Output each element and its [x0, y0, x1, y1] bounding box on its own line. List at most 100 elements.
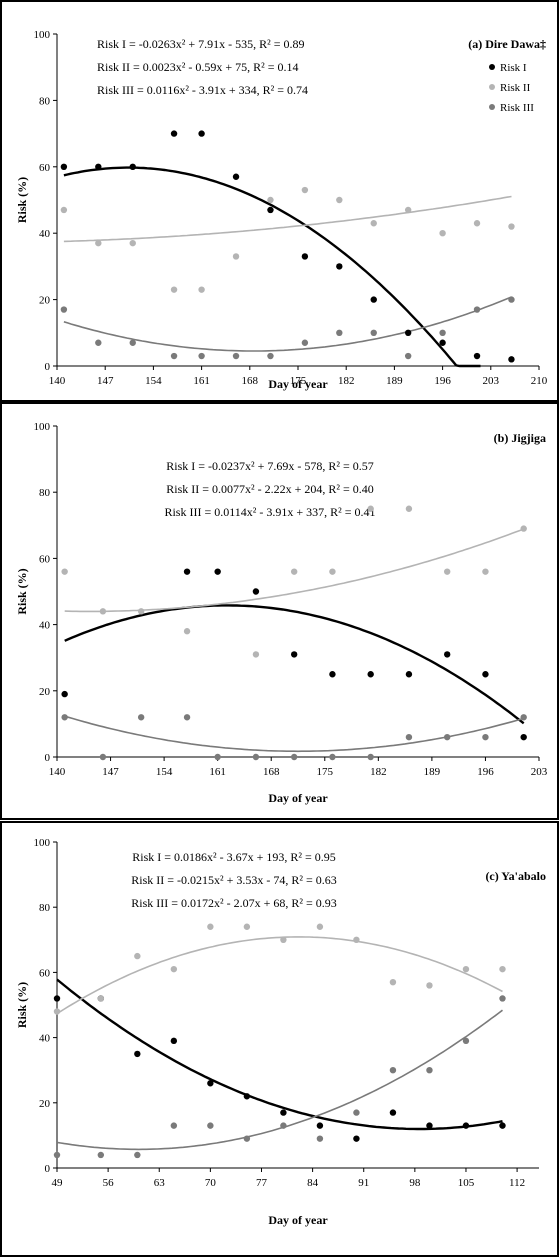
data-point-risk-i [267, 206, 274, 214]
x-tick-label: 182 [370, 766, 387, 778]
regression-equation: Risk III = 0.0116x² - 3.91x + 334, R² = … [97, 83, 308, 97]
regression-equation: Risk II = 0.0077x² - 2.22x + 204, R² = 0… [166, 482, 374, 496]
data-point-risk-iii [53, 1151, 61, 1159]
x-tick-label: 56 [103, 1177, 115, 1189]
y-tick-label: 20 [39, 1098, 51, 1110]
x-tick-label: 140 [49, 766, 66, 778]
data-point-risk-i [336, 263, 343, 270]
y-tick-label: 80 [39, 487, 51, 499]
data-point-risk-i [134, 1050, 141, 1058]
data-point-risk-i [499, 1122, 506, 1129]
fit-curve-risk-ii [56, 936, 503, 1015]
data-point-risk-ii [232, 253, 240, 260]
data-point-risk-i [520, 733, 527, 741]
legend-label: Risk III [500, 102, 534, 114]
fit-curve-risk-i [64, 604, 525, 725]
y-tick-label: 40 [39, 228, 51, 240]
data-point-risk-ii [482, 568, 489, 575]
regression-equation: Risk II = -0.0215x² + 3.53x - 74, R² = 0… [131, 873, 337, 887]
data-point-risk-ii [95, 239, 102, 247]
x-axis-title: Day of year [268, 791, 328, 805]
data-point-risk-ii [336, 196, 343, 204]
data-point-risk-ii [198, 286, 205, 293]
x-axis-title: Day of year [268, 1213, 328, 1227]
fit-curve-risk-ii [63, 195, 512, 243]
data-point-risk-iii [508, 296, 515, 303]
y-tick-label: 100 [34, 837, 51, 849]
data-point-risk-ii [280, 936, 287, 943]
data-point-risk-iii [370, 329, 377, 336]
data-point-risk-iii [95, 339, 102, 346]
data-point-risk-iii [439, 329, 446, 336]
data-point-risk-ii [367, 505, 374, 512]
x-tick-label: 189 [386, 375, 403, 387]
data-point-risk-ii [462, 965, 470, 973]
x-tick-label: 182 [338, 375, 355, 387]
x-tick-label: 161 [193, 375, 210, 387]
regression-equation: Risk I = -0.0263x² + 7.91x - 535, R² = 0… [97, 37, 305, 51]
data-point-risk-ii [499, 965, 506, 973]
data-point-risk-iii [232, 352, 240, 360]
data-point-risk-ii [301, 186, 309, 194]
data-point-risk-i [232, 173, 240, 180]
data-point-risk-ii [170, 286, 178, 293]
data-point-risk-iii [462, 1037, 470, 1045]
data-point-risk-ii [267, 196, 274, 204]
data-point-risk-i [439, 339, 446, 346]
x-tick-label: 140 [49, 375, 66, 387]
y-tick-label: 80 [39, 95, 51, 107]
data-point-risk-ii [137, 608, 145, 615]
x-tick-label: 147 [102, 766, 119, 778]
data-point-risk-i [61, 690, 68, 698]
data-point-risk-ii [404, 206, 412, 214]
panel-title: (c) Ya'abalo [485, 869, 546, 883]
data-point-risk-i [389, 1109, 397, 1116]
panel-dire-dawa: 0 20 40 60 80 100 140 147 154 161 168 175 182 189 196 2… [0, 0, 559, 402]
data-point-risk-i [370, 296, 377, 303]
data-point-risk-iii [252, 753, 260, 761]
data-point-risk-i [214, 568, 221, 575]
data-point-risk-i [462, 1122, 470, 1129]
data-point-risk-i [404, 329, 412, 336]
x-tick-label: 63 [154, 1177, 166, 1189]
data-point-risk-ii [426, 982, 433, 989]
data-point-risk-i [367, 671, 374, 678]
data-point-risk-iii [97, 1151, 105, 1159]
x-tick-label: 70 [205, 1177, 217, 1189]
data-point-risk-ii [252, 651, 260, 658]
y-tick-label: 100 [34, 421, 51, 433]
x-tick-label: 210 [531, 375, 548, 387]
regression-equation: Risk I = 0.0186x² - 3.67x + 193, R² = 0.… [132, 850, 336, 864]
data-point-risk-iii [183, 714, 191, 721]
data-point-risk-iii [316, 1135, 324, 1142]
legend-label: Risk II [500, 82, 531, 94]
data-point-risk-iii [426, 1067, 433, 1074]
x-tick-label: 147 [97, 375, 114, 387]
data-point-risk-i [170, 1037, 178, 1045]
data-point-risk-i [316, 1122, 324, 1129]
panel-jigjiga: 0 20 40 60 80 100 140 147 154 161 168 175 182 189 196 2… [0, 402, 559, 820]
data-point-risk-ii [134, 952, 141, 960]
data-point-risk-iii [290, 753, 298, 761]
data-point-risk-ii [290, 568, 298, 575]
x-tick-label: 203 [483, 375, 500, 387]
data-point-risk-iii [170, 352, 178, 360]
x-axis-title: Day of year [268, 377, 328, 391]
data-point-risk-iii [389, 1067, 397, 1074]
x-tick-label: 196 [477, 766, 494, 778]
data-point-risk-i [280, 1109, 287, 1116]
regression-equation: Risk I = -0.0237x² + 7.69x - 578, R² = 0… [166, 459, 374, 473]
y-tick-label: 40 [39, 1033, 51, 1045]
data-point-risk-ii [60, 206, 68, 214]
y-axis-title: Risk (%) [15, 982, 29, 1028]
fit-curve-risk-iii [56, 1009, 503, 1151]
data-point-risk-i [443, 651, 451, 658]
fit-curve-risk-iii [64, 715, 524, 753]
data-point-risk-iii [214, 753, 221, 761]
data-point-risk-ii [129, 239, 136, 247]
x-tick-label: 189 [424, 766, 441, 778]
data-point-risk-i [301, 253, 309, 260]
data-point-risk-iii [405, 733, 413, 741]
y-tick-label: 60 [39, 967, 51, 979]
